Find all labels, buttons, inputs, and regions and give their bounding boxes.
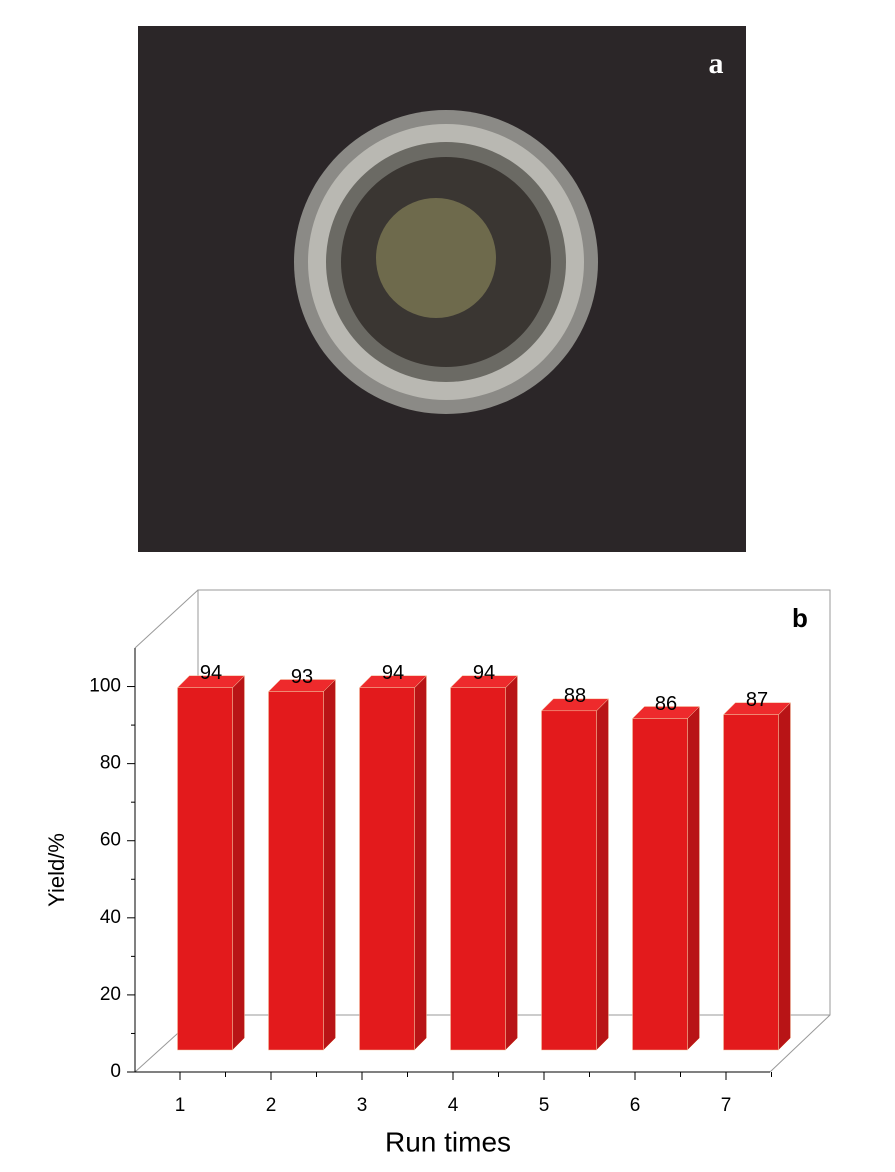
value-label: 86 xyxy=(655,693,677,715)
value-label: 94 xyxy=(382,662,404,684)
y-tick-label: 40 xyxy=(100,907,121,928)
frame-edge xyxy=(134,589,199,649)
bar xyxy=(541,710,597,1051)
value-label: 94 xyxy=(200,662,222,684)
bar-side xyxy=(232,675,245,1051)
bar-side xyxy=(687,705,700,1051)
value-label: 94 xyxy=(473,662,495,684)
beaker-bottom xyxy=(376,198,496,318)
bar-side xyxy=(505,675,518,1051)
bar-side xyxy=(414,675,427,1051)
bar-side xyxy=(778,702,791,1051)
y-tick-label: 20 xyxy=(100,984,121,1005)
panel-label: b xyxy=(792,603,808,633)
x-tick-label: 6 xyxy=(630,1095,641,1116)
x-tick-label: 3 xyxy=(357,1095,368,1116)
value-label: 87 xyxy=(746,689,768,711)
value-label: 93 xyxy=(291,666,313,688)
chart: b Run times Yield/% 0 20 40 60 80 100 1 94 2 93 3 9… xyxy=(44,589,831,1157)
y-axis-title: Yield/% xyxy=(44,833,69,907)
value-label: 88 xyxy=(564,685,586,707)
bar xyxy=(177,687,233,1051)
y-tick-label: 0 xyxy=(110,1061,121,1082)
bar xyxy=(450,687,506,1051)
bar xyxy=(359,687,415,1051)
x-tick-label: 5 xyxy=(539,1095,550,1116)
x-tick-label: 4 xyxy=(448,1095,459,1116)
bar xyxy=(723,714,779,1051)
x-tick-label: 2 xyxy=(266,1095,277,1116)
y-tick-label: 80 xyxy=(100,753,121,774)
x-axis-title: Run times xyxy=(385,1126,511,1157)
bar-side xyxy=(323,678,336,1051)
x-tick-label: 7 xyxy=(721,1095,732,1116)
y-tick-label: 100 xyxy=(89,676,121,697)
photo: a xyxy=(138,26,746,552)
bar-side xyxy=(596,698,609,1051)
bar xyxy=(632,718,688,1051)
photo-label: a xyxy=(709,47,724,80)
bar xyxy=(268,691,324,1051)
x-tick-label: 1 xyxy=(175,1095,186,1116)
y-tick-label: 60 xyxy=(100,830,121,851)
